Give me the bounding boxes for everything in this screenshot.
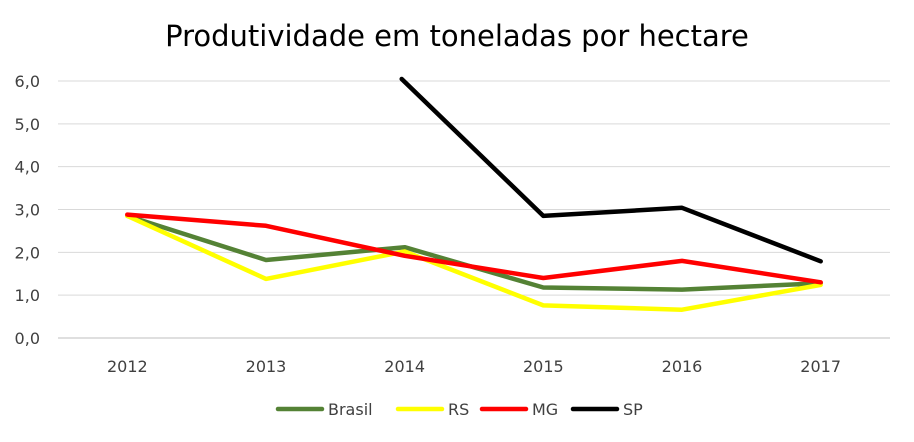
legend-label-brasil: Brasil	[328, 400, 373, 419]
y-tick-label: 1,0	[15, 286, 40, 305]
legend-label-rs: RS	[448, 400, 469, 419]
legend: Brasil RS MG SP	[275, 400, 643, 419]
y-tick-label: 4,0	[15, 158, 40, 177]
x-tick-label: 2016	[662, 357, 703, 376]
y-tick-label: 3,0	[15, 201, 40, 220]
series-line-sp	[399, 76, 823, 264]
grid-lines	[58, 80, 890, 296]
series-lines	[125, 76, 823, 312]
x-tick-label: 2017	[800, 357, 841, 376]
series-line-mg	[125, 212, 823, 285]
x-tick-label: 2014	[384, 357, 425, 376]
x-tick-label: 2013	[246, 357, 287, 376]
axes: 0,0 1,0 2,0 3,0 4,0 5,0 6,0 2012 2013 2014 2015 201…	[15, 72, 890, 376]
legend-label-sp: SP	[623, 400, 643, 419]
legend-label-mg: MG	[532, 400, 558, 419]
chart-title: Produtividade em toneladas por hectare	[165, 19, 749, 53]
y-tick-label: 2,0	[15, 243, 40, 262]
y-tick-label: 0,0	[15, 329, 40, 348]
y-tick-label: 5,0	[15, 115, 40, 134]
x-tick-label: 2015	[523, 357, 564, 376]
series-line-rs	[125, 213, 823, 312]
x-tick-label: 2012	[107, 357, 148, 376]
y-tick-label: 6,0	[15, 72, 40, 91]
